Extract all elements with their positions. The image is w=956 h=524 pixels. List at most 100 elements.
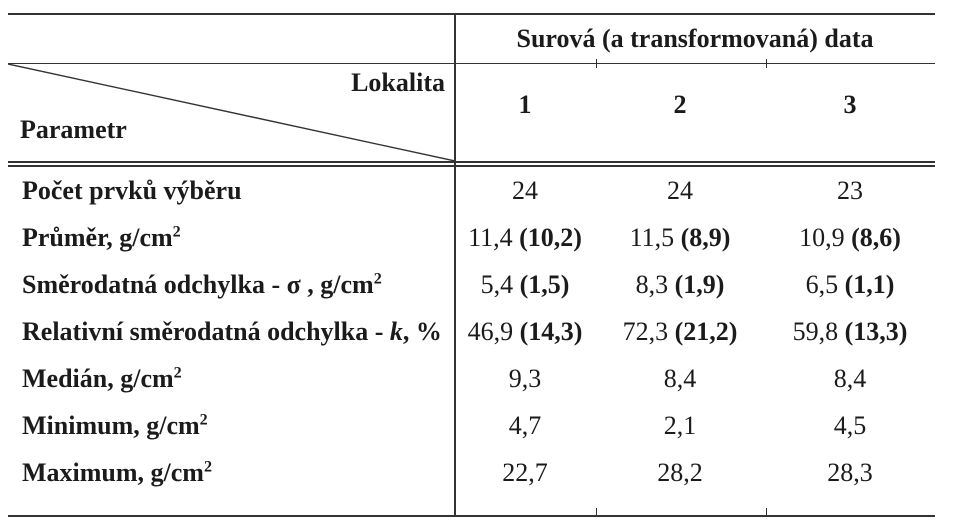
table-row: Minimum, g/cm2 4,7 2,1 4,5 — [8, 402, 935, 449]
row-label-text: Průměr, g/cm — [22, 222, 173, 252]
cell-value: 28,3 — [765, 458, 935, 488]
row-label-italic: k — [389, 316, 403, 346]
column-header-2: 2 — [673, 89, 687, 119]
cell-value: 24 — [595, 176, 765, 206]
table-row: Relativní směrodatná odchylka - k, % 46,… — [8, 308, 935, 355]
cell-plain: 22,7 — [502, 457, 548, 487]
column-tick-mark — [766, 59, 768, 68]
cell-value: 72,3 (21,2) — [595, 317, 765, 347]
cell-plain: 6,5 — [805, 269, 845, 299]
cell-value: 28,2 — [595, 458, 765, 488]
cell-value: 8,3 (1,9) — [595, 270, 765, 300]
row-label: Maximum, g/cm2 — [8, 458, 455, 488]
cell-plain: 24 — [667, 175, 693, 205]
cell-plain: 8,3 — [635, 269, 675, 299]
cell-plain: 5,4 — [480, 269, 520, 299]
cell-plain: 4,5 — [833, 410, 867, 440]
cell-plain: 9,3 — [508, 363, 542, 393]
row-label-text: Minimum, g/cm — [22, 410, 200, 440]
cell-bold: (8,6) — [851, 222, 901, 252]
table-header-row-top: Surová (a transformovaná) data — [8, 15, 935, 64]
cell-value: 22,7 — [455, 458, 595, 488]
cell-plain: 46,9 — [467, 316, 520, 346]
cell-bold: (21,2) — [674, 316, 738, 346]
cell-value: 8,4 — [765, 364, 935, 394]
cell-value: 2,1 — [595, 411, 765, 441]
table-row: Průměr, g/cm2 11,4 (10,2) 11,5 (8,9) 10,… — [8, 214, 935, 261]
row-label-suffix: , % — [402, 316, 442, 346]
cell-value: 10,9 (8,6) — [765, 223, 935, 253]
cell-value: 11,4 (10,2) — [455, 223, 595, 253]
cell-plain: 8,4 — [663, 363, 697, 393]
cell-bold: (8,9) — [680, 222, 731, 252]
double-rule — [8, 161, 935, 167]
cell-bold: (14,3) — [519, 316, 583, 346]
vertical-divider-line — [454, 15, 456, 515]
cell-plain: 59,8 — [792, 316, 845, 346]
row-label: Počet prvků výběru — [8, 176, 455, 206]
table-body: Počet prvků výběru 24 24 23 Průměr, g/cm… — [8, 167, 935, 515]
cell-bold: (10,2) — [519, 222, 582, 252]
cell-value: 59,8 (13,3) — [765, 317, 935, 347]
table-row: Počet prvků výběru 24 24 23 — [8, 167, 935, 214]
row-label-superscript: 2 — [173, 363, 182, 381]
row-label-text: Medián, g/cm — [22, 363, 174, 393]
cell-plain: 72,3 — [622, 316, 675, 346]
row-label-text: Směrodatná odchylka - σ , g/cm — [22, 269, 374, 299]
column-header-1: 1 — [518, 89, 532, 119]
cell-bold: (1,1) — [844, 269, 895, 299]
cell-plain: 8,4 — [833, 363, 867, 393]
row-label-text: Relativní směrodatná odchylka - — [22, 316, 390, 346]
diagonal-header-cell: Lokalita Parametr — [8, 64, 455, 161]
cell-value: 5,4 (1,5) — [455, 270, 595, 300]
cell-value: 24 — [455, 176, 595, 206]
cell-plain: 24 — [512, 175, 538, 205]
cell-plain: 28,2 — [657, 457, 703, 487]
row-label-superscript: 2 — [203, 457, 213, 475]
empty-corner-cell — [8, 15, 455, 63]
row-label-superscript: 2 — [199, 410, 208, 428]
corner-label-parametr: Parametr — [20, 115, 127, 144]
table-title: Surová (a transformovaná) data — [516, 24, 874, 53]
cell-plain: 2,1 — [663, 410, 697, 440]
table-row: Maximum, g/cm2 22,7 28,2 28,3 — [8, 449, 935, 496]
cell-value: 11,5 (8,9) — [595, 223, 765, 253]
cell-value: 9,3 — [455, 364, 595, 394]
row-label: Minimum, g/cm2 — [8, 411, 455, 441]
corner-label-lokalita: Lokalita — [351, 68, 445, 97]
cell-bold: (1,9) — [674, 269, 725, 299]
row-label-superscript: 2 — [373, 269, 382, 287]
cell-value: 4,7 — [455, 411, 595, 441]
row-label-superscript: 2 — [172, 222, 181, 240]
column-tick-mark — [596, 59, 598, 68]
row-label-text: Maximum, g/cm — [22, 457, 204, 487]
column-tick-mark — [766, 508, 768, 515]
row-label: Směrodatná odchylka - σ , g/cm2 — [8, 270, 455, 300]
row-label: Průměr, g/cm2 — [8, 223, 455, 253]
cell-plain: 11,5 — [629, 222, 681, 252]
table-row: Směrodatná odchylka - σ , g/cm2 5,4 (1,5… — [8, 261, 935, 308]
statistics-table: Surová (a transformovaná) data Lokalita … — [8, 13, 935, 517]
cell-value: 8,4 — [595, 364, 765, 394]
diagonal-divider-line — [8, 64, 455, 161]
cell-value: 4,5 — [765, 411, 935, 441]
cell-plain: 11,4 — [468, 222, 520, 252]
cell-plain: 28,3 — [827, 457, 873, 487]
column-tick-mark — [596, 508, 598, 515]
row-label-text: Počet prvků výběru — [22, 175, 242, 205]
cell-bold: (13,3) — [844, 316, 908, 346]
cell-bold: (1,5) — [519, 269, 570, 299]
cell-value: 6,5 (1,1) — [765, 270, 935, 300]
table-header-row-columns: Lokalita Parametr 1 2 3 — [8, 64, 935, 161]
cell-plain: 23 — [837, 175, 863, 205]
column-header-3: 3 — [843, 89, 857, 119]
cell-value: 46,9 (14,3) — [455, 317, 595, 347]
row-label: Medián, g/cm2 — [8, 364, 455, 394]
row-label: Relativní směrodatná odchylka - k, % — [8, 317, 455, 347]
cell-plain: 4,7 — [508, 410, 542, 440]
column-headers: 1 2 3 — [455, 64, 935, 161]
table-row: Medián, g/cm2 9,3 8,4 8,4 — [8, 355, 935, 402]
cell-value: 23 — [765, 176, 935, 206]
cell-plain: 10,9 — [799, 222, 852, 252]
